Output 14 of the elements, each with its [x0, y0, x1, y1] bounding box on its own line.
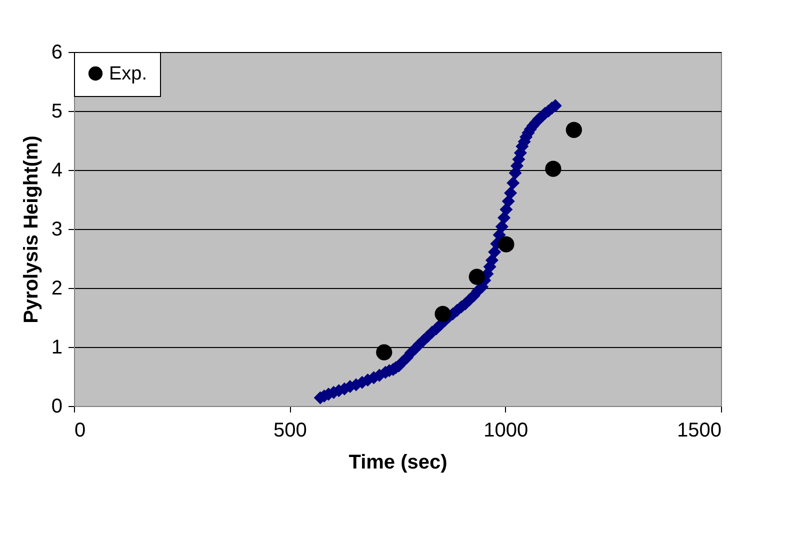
x-axis-title: Time (sec): [348, 452, 448, 474]
y-tick-label: 3: [51, 218, 62, 240]
y-tick-label: 1: [51, 336, 62, 358]
x-tick-label: 500: [273, 420, 307, 442]
y-tick-label: 5: [51, 100, 62, 122]
y-axis-title: Pyrolysis Height(m): [20, 136, 42, 324]
x-tick-label: 0: [74, 420, 86, 442]
legend-label: Exp.: [109, 64, 148, 84]
y-tick-label: 4: [51, 160, 62, 182]
y-tick-label: 2: [51, 278, 62, 300]
x-tick-label: 1000: [484, 420, 528, 442]
y-tick-label: 6: [51, 42, 62, 64]
y-tick-label: 0: [51, 396, 62, 418]
x-tick-label: 1500: [677, 420, 722, 442]
